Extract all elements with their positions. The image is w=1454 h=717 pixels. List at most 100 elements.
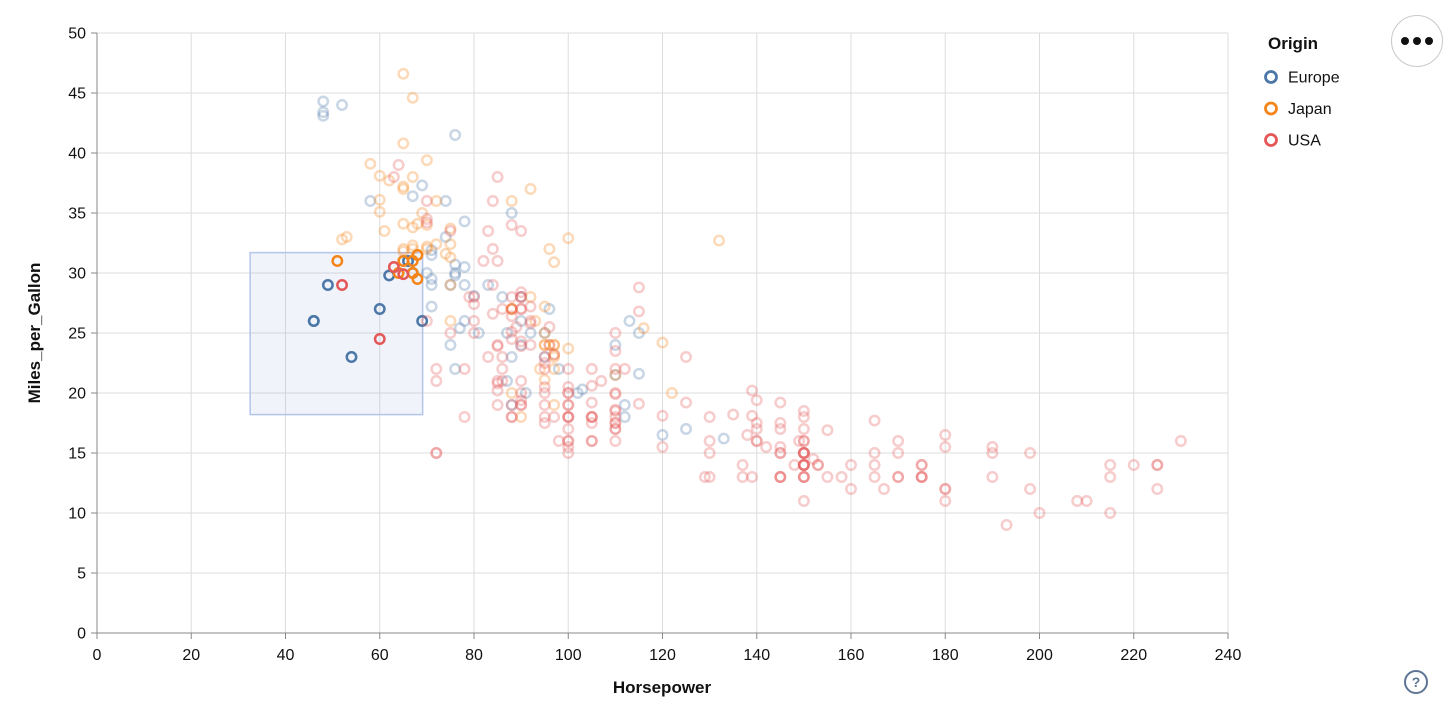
data-point	[1104, 471, 1117, 483]
data-point	[571, 387, 584, 399]
data-point	[736, 459, 749, 471]
data-point	[821, 424, 834, 437]
data-point	[548, 348, 561, 361]
data-point	[420, 267, 433, 279]
data-point	[538, 339, 551, 351]
data-point	[406, 239, 419, 252]
data-point	[1000, 519, 1013, 531]
legend-symbol	[1264, 133, 1278, 147]
data-point	[482, 279, 495, 291]
data-point	[892, 435, 905, 447]
data-point	[585, 363, 598, 375]
data-point	[496, 375, 509, 387]
data-point	[430, 238, 443, 251]
data-point	[515, 291, 528, 303]
legend-symbol	[1264, 101, 1278, 116]
data-point	[373, 193, 386, 206]
data-point	[468, 298, 480, 311]
menu-button[interactable]	[1391, 15, 1443, 67]
data-point	[609, 411, 622, 423]
data-point	[397, 183, 410, 195]
data-point	[548, 339, 561, 351]
data-point	[797, 459, 810, 471]
data-point	[458, 261, 471, 273]
data-point	[548, 363, 561, 375]
data-point	[609, 435, 622, 447]
help-button[interactable]: ?	[1404, 670, 1428, 694]
data-point	[618, 411, 631, 423]
brush-selection[interactable]	[249, 251, 424, 416]
data-point	[491, 255, 504, 267]
data-point	[430, 447, 443, 459]
data-point	[524, 339, 537, 351]
data-point	[430, 195, 443, 207]
x-tick-label: 120	[649, 647, 676, 664]
data-point	[515, 394, 528, 407]
data-point	[468, 327, 480, 339]
data-point	[939, 429, 952, 441]
data-point	[552, 363, 565, 375]
data-point	[425, 273, 438, 285]
data-point	[420, 243, 433, 255]
data-point	[746, 471, 758, 483]
data-point	[387, 171, 400, 183]
data-point	[505, 333, 518, 345]
data-point	[548, 256, 561, 269]
data-point	[444, 315, 457, 327]
data-point	[609, 417, 622, 429]
data-point	[845, 459, 857, 471]
data-point	[515, 411, 528, 423]
data-point	[774, 396, 787, 409]
data-point	[501, 375, 513, 387]
data-point	[317, 109, 330, 122]
data-point	[632, 327, 645, 339]
data-point	[986, 471, 999, 483]
data-point	[444, 327, 457, 339]
data-point	[562, 381, 575, 393]
data-point	[868, 414, 881, 427]
data-point	[387, 261, 400, 273]
data-point	[760, 441, 773, 453]
x-tick-label: 200	[1026, 647, 1053, 664]
data-point	[406, 243, 419, 255]
legend-symbol	[1264, 70, 1278, 84]
axes: 0 20 40 60 80 100 120 140 160 180 200 220 240 0 5 10 15 2…	[68, 26, 1241, 665]
data-point	[774, 447, 787, 459]
data-point	[378, 225, 391, 237]
data-point	[505, 411, 518, 423]
data-point	[505, 303, 518, 315]
data-point	[736, 471, 749, 483]
data-point	[585, 379, 598, 392]
data-point	[486, 243, 499, 255]
data-point	[632, 367, 645, 380]
data-point	[317, 95, 330, 108]
data-point	[656, 409, 669, 422]
data-point	[548, 411, 561, 423]
x-tick-label: 140	[743, 647, 770, 664]
data-point	[383, 174, 396, 187]
y-tick-label: 10	[68, 506, 86, 523]
data-point	[439, 195, 452, 207]
data-point	[458, 215, 471, 228]
y-tick-label: 45	[68, 86, 86, 103]
data-point	[1127, 459, 1140, 471]
data-point	[1174, 435, 1187, 447]
data-point	[797, 435, 810, 447]
x-tick-label: 180	[932, 647, 959, 664]
data-point	[538, 357, 551, 369]
data-point	[609, 388, 622, 401]
data-point	[797, 447, 810, 459]
data-point	[519, 387, 532, 399]
legend-label: Japan	[1288, 101, 1332, 118]
data-point	[538, 411, 551, 423]
data-point	[774, 471, 787, 483]
data-point	[397, 180, 410, 193]
data-point	[515, 291, 528, 303]
data-point	[609, 405, 622, 417]
data-point	[505, 399, 518, 411]
data-point	[750, 435, 763, 447]
data-point	[637, 322, 650, 335]
data-point	[505, 325, 518, 338]
x-tick-label: 160	[838, 647, 865, 664]
data-point	[534, 363, 546, 375]
